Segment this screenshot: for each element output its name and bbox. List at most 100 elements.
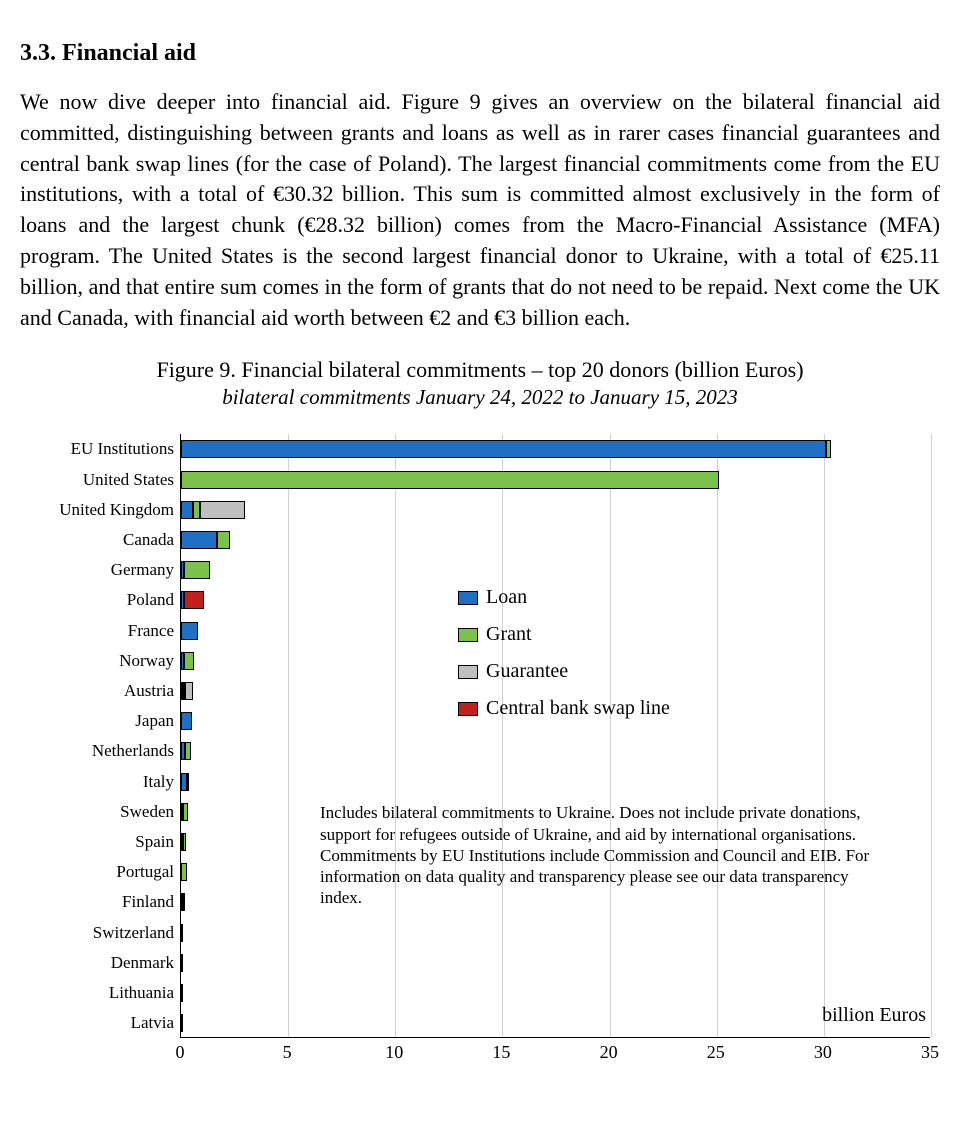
gridline	[502, 434, 503, 1037]
category-label: Latvia	[20, 1014, 174, 1032]
bar-segment-grant	[185, 742, 190, 760]
chart-note: Includes bilateral commitments to Ukrain…	[320, 802, 878, 908]
bar-row	[181, 622, 198, 640]
plot-area	[180, 434, 930, 1038]
bar-row	[181, 652, 194, 670]
body-paragraph: We now dive deeper into financial aid. F…	[20, 87, 940, 333]
category-label: Switzerland	[20, 924, 174, 942]
figure-subtitle: bilateral commitments January 24, 2022 t…	[20, 385, 940, 410]
bar-row	[181, 561, 210, 579]
bar-segment-guarantee	[185, 682, 193, 700]
bar-row	[181, 773, 189, 791]
bar-segment-loan	[181, 622, 198, 640]
bar-segment-loan	[181, 531, 217, 549]
bar-row	[181, 954, 183, 972]
bar-row	[181, 742, 191, 760]
bar-row	[181, 984, 183, 1002]
legend-label: Loan	[486, 586, 527, 609]
category-label: Japan	[20, 712, 174, 730]
category-label: EU Institutions	[20, 440, 174, 458]
gridline	[288, 434, 289, 1037]
category-label: Canada	[20, 531, 174, 549]
x-tick-label: 30	[814, 1042, 832, 1063]
gridline	[610, 434, 611, 1037]
category-label: Netherlands	[20, 742, 174, 760]
bar-segment-grant	[181, 863, 187, 881]
bar-segment-grant	[181, 954, 183, 972]
x-tick-label: 35	[921, 1042, 939, 1063]
legend-item-guarantee: Guarantee	[458, 660, 670, 683]
bar-segment-grant	[181, 471, 719, 489]
bar-segment-loan	[181, 712, 192, 730]
bar-row	[181, 471, 719, 489]
x-axis-title: billion Euros	[822, 1004, 926, 1027]
category-label: France	[20, 622, 174, 640]
category-label: Germany	[20, 561, 174, 579]
category-label: Sweden	[20, 803, 174, 821]
x-tick-label: 15	[492, 1042, 510, 1063]
chart: EU Institutions United States United Kingd…	[20, 428, 940, 1078]
x-tick-label: 0	[176, 1042, 185, 1063]
legend-swatch	[458, 665, 478, 679]
legend-label: Grant	[486, 623, 532, 646]
bar-segment-grant	[826, 440, 831, 458]
category-label: Austria	[20, 682, 174, 700]
legend-swatch	[458, 628, 478, 642]
bar-segment-loan	[181, 440, 826, 458]
category-label: United Kingdom	[20, 501, 174, 519]
bar-segment-swap	[184, 591, 204, 609]
bar-segment-grant	[181, 984, 183, 1002]
gridline	[395, 434, 396, 1037]
bar-row	[181, 501, 245, 519]
bar-row	[181, 712, 192, 730]
bar-segment-grant	[183, 803, 188, 821]
bar-row	[181, 893, 185, 911]
legend-label: Central bank swap line	[486, 697, 670, 720]
category-label: Lithuania	[20, 984, 174, 1002]
bar-row	[181, 531, 230, 549]
bar-row	[181, 682, 193, 700]
legend-item-loan: Loan	[458, 586, 670, 609]
x-tick-label: 5	[283, 1042, 292, 1063]
x-tick-label: 20	[600, 1042, 618, 1063]
bar-row	[181, 1014, 183, 1032]
bar-row	[181, 863, 187, 881]
category-label: Norway	[20, 652, 174, 670]
bar-segment-grant	[193, 501, 201, 519]
legend-swatch	[458, 702, 478, 716]
bar-segment-grant	[184, 652, 195, 670]
gridline	[717, 434, 718, 1037]
legend-item-swap: Central bank swap line	[458, 697, 670, 720]
category-label: Portugal	[20, 863, 174, 881]
x-tick-label: 10	[385, 1042, 403, 1063]
bar-row	[181, 440, 831, 458]
bar-segment-grant	[183, 893, 185, 911]
bar-segment-grant	[217, 531, 230, 549]
category-label: Italy	[20, 773, 174, 791]
bar-segment-grant	[187, 773, 189, 791]
bar-segment-grant	[184, 561, 210, 579]
category-label: Denmark	[20, 954, 174, 972]
bar-row	[181, 803, 188, 821]
bar-row	[181, 924, 183, 942]
bar-segment-guarantee	[200, 501, 245, 519]
figure-title: Figure 9. Financial bilateral commitment…	[20, 357, 940, 383]
bar-row	[181, 591, 204, 609]
bar-segment-grant	[181, 1014, 183, 1032]
gridline	[824, 434, 825, 1037]
bar-row	[181, 833, 186, 851]
bar-segment-grant	[183, 833, 186, 851]
category-label: Spain	[20, 833, 174, 851]
legend-swatch	[458, 591, 478, 605]
section-heading: 3.3. Financial aid	[20, 40, 940, 67]
gridline	[931, 434, 932, 1037]
x-tick-label: 25	[707, 1042, 725, 1063]
category-label: United States	[20, 471, 174, 489]
bar-segment-grant	[181, 924, 183, 942]
legend: Loan Grant Guarantee Central bank swap line	[458, 586, 670, 734]
bar-segment-loan	[181, 501, 193, 519]
category-label: Poland	[20, 591, 174, 609]
category-label: Finland	[20, 893, 174, 911]
legend-label: Guarantee	[486, 660, 568, 683]
legend-item-grant: Grant	[458, 623, 670, 646]
